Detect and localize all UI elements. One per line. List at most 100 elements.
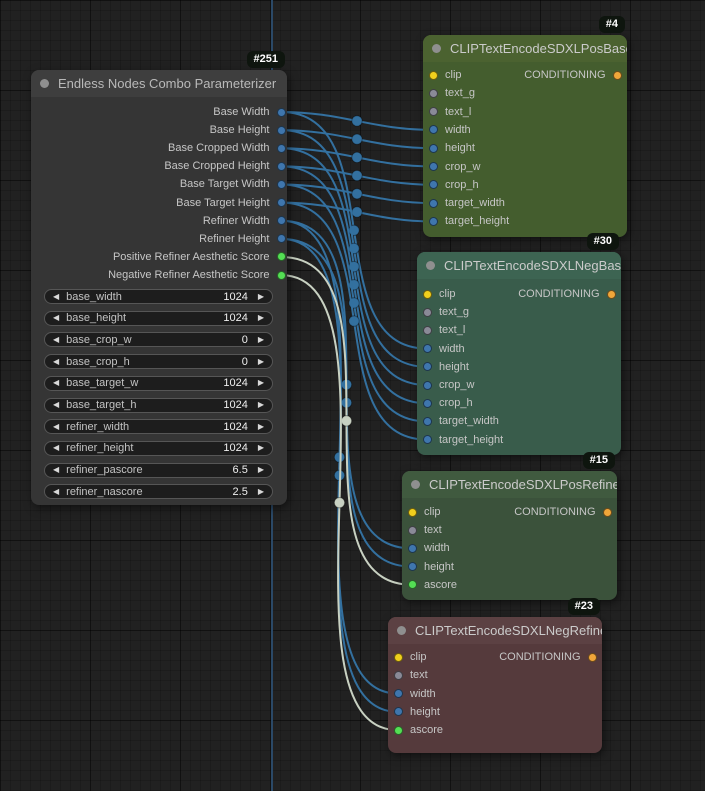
input-dot-width[interactable]: [394, 689, 403, 699]
input-dot-crop_h[interactable]: [423, 398, 432, 408]
decrement-arrow-icon[interactable]: ◀: [53, 443, 60, 453]
widget-base_target_w[interactable]: ◀ base_target_w 1024 ▶: [44, 375, 273, 391]
input-dot-height[interactable]: [423, 362, 432, 372]
input-dot-width[interactable]: [429, 125, 438, 135]
input-dot-target_height[interactable]: [423, 435, 432, 445]
input-dot-clip[interactable]: [423, 289, 432, 299]
widget-value[interactable]: 1024: [223, 399, 248, 411]
widget-refiner_height[interactable]: ◀ refiner_height 1024 ▶: [44, 440, 273, 456]
node-Endless Nodes Combo Parameterizer[interactable]: Endless Nodes Combo Parameterizer #251 Bas…: [31, 51, 287, 505]
increment-arrow-icon[interactable]: ▶: [257, 400, 264, 409]
output-dot-Base Target Width[interactable]: [276, 179, 286, 189]
node-CLIPTextEncodeSDXLNegBase[interactable]: CLIPTextEncodeSDXLNegBase #30 clip text_g te…: [417, 233, 621, 455]
input-dot-target_width[interactable]: [423, 416, 432, 426]
input-dot-width[interactable]: [423, 344, 432, 354]
input-dot-text[interactable]: [408, 525, 417, 535]
output-dot-CONDITIONING[interactable]: [606, 289, 616, 299]
decrement-arrow-icon[interactable]: ◀: [53, 465, 60, 475]
widget-value[interactable]: 0: [241, 333, 248, 346]
output-dot-Negative Refiner Aesthetic Score[interactable]: [276, 270, 286, 280]
increment-arrow-icon[interactable]: ▶: [257, 465, 264, 475]
node-CLIPTextEncodeSDXLPosRefiner[interactable]: CLIPTextEncodeSDXLPosRefiner #15 clip text w…: [402, 452, 617, 600]
widget-value[interactable]: 1024: [223, 312, 248, 325]
input-dot-text_g[interactable]: [423, 307, 432, 317]
input-dot-height[interactable]: [394, 707, 403, 717]
decrement-arrow-icon[interactable]: ◀: [53, 378, 60, 388]
input-dot-crop_h[interactable]: [429, 180, 438, 190]
output-dot-Base Width[interactable]: [276, 107, 286, 117]
input-dot-clip[interactable]: [408, 507, 417, 517]
widget-value[interactable]: 1024: [223, 442, 248, 455]
link-midpoint-dot[interactable]: [340, 415, 353, 427]
input-dot-target_width[interactable]: [429, 198, 438, 208]
input-dot-text[interactable]: [394, 670, 403, 680]
decrement-arrow-icon[interactable]: ◀: [53, 334, 60, 344]
output-dot-Base Target Height[interactable]: [276, 198, 286, 208]
widget-value[interactable]: 1024: [223, 377, 248, 390]
input-dot-clip[interactable]: [429, 70, 438, 80]
output-dot-CONDITIONING[interactable]: [612, 70, 622, 80]
collapse-dot-icon[interactable]: [40, 79, 49, 88]
collapse-dot-icon[interactable]: [397, 626, 406, 635]
input-dot-height[interactable]: [429, 143, 438, 153]
widget-base_width[interactable]: ◀ base_width 1024 ▶: [44, 289, 273, 304]
decrement-arrow-icon[interactable]: ◀: [53, 356, 60, 366]
decrement-arrow-icon[interactable]: ◀: [53, 486, 60, 496]
link-midpoint-dot[interactable]: [333, 496, 346, 509]
input-dot-clip[interactable]: [394, 652, 403, 662]
link-midpoint-dot[interactable]: [351, 115, 363, 127]
output-dot-CONDITIONING[interactable]: [602, 507, 612, 517]
widget-base_height[interactable]: ◀ base_height 1024 ▶: [44, 310, 273, 326]
collapse-dot-icon[interactable]: [432, 44, 441, 53]
output-dot-Base Cropped Height[interactable]: [276, 161, 286, 171]
collapse-dot-icon[interactable]: [426, 261, 435, 270]
widget-value[interactable]: 2.5: [232, 485, 248, 498]
widget-refiner_nascore[interactable]: ◀ refiner_nascore 2.5 ▶: [44, 484, 273, 500]
widget-value[interactable]: 1024: [223, 420, 248, 433]
increment-arrow-icon[interactable]: ▶: [257, 291, 264, 301]
decrement-arrow-icon[interactable]: ◀: [53, 421, 60, 431]
link-midpoint-dot[interactable]: [348, 315, 360, 327]
collapse-dot-icon[interactable]: [411, 480, 420, 489]
input-dot-text_l[interactable]: [429, 107, 438, 117]
output-dot-Base Height[interactable]: [276, 125, 286, 135]
link-midpoint-dot[interactable]: [351, 133, 363, 145]
decrement-arrow-icon[interactable]: ◀: [53, 291, 60, 301]
increment-arrow-icon[interactable]: ▶: [257, 378, 264, 388]
output-dot-Refiner Height[interactable]: [276, 234, 286, 244]
output-dot-Refiner Width[interactable]: [276, 216, 286, 226]
link-midpoint-dot[interactable]: [351, 206, 363, 218]
input-dot-ascore[interactable]: [408, 580, 417, 590]
output-dot-Base Cropped Width[interactable]: [276, 143, 286, 153]
increment-arrow-icon[interactable]: ▶: [257, 334, 264, 344]
widget-value[interactable]: 0: [241, 355, 248, 368]
decrement-arrow-icon[interactable]: ◀: [53, 400, 60, 409]
increment-arrow-icon[interactable]: ▶: [257, 443, 264, 453]
input-dot-crop_w[interactable]: [429, 162, 438, 171]
widget-refiner_width[interactable]: ◀ refiner_width 1024 ▶: [44, 419, 273, 435]
increment-arrow-icon[interactable]: ▶: [257, 313, 264, 323]
widget-value[interactable]: 1024: [223, 290, 248, 303]
output-dot-Positive Refiner Aesthetic Score[interactable]: [276, 252, 286, 262]
output-dot-CONDITIONING[interactable]: [587, 652, 597, 662]
decrement-arrow-icon[interactable]: ◀: [53, 313, 60, 323]
widget-value[interactable]: 6.5: [232, 464, 248, 477]
widget-refiner_pascore[interactable]: ◀ refiner_pascore 6.5 ▶: [44, 462, 273, 478]
increment-arrow-icon[interactable]: ▶: [257, 356, 264, 366]
input-dot-height[interactable]: [408, 562, 417, 572]
link-midpoint-dot[interactable]: [351, 188, 363, 200]
input-dot-ascore[interactable]: [394, 725, 403, 735]
widget-base_target_h[interactable]: ◀ base_target_h 1024 ▶: [44, 397, 273, 413]
widget-base_crop_h[interactable]: ◀ base_crop_h 0 ▶: [44, 354, 273, 370]
link-midpoint-dot[interactable]: [351, 151, 363, 164]
input-dot-text_g[interactable]: [429, 88, 438, 98]
increment-arrow-icon[interactable]: ▶: [257, 421, 264, 431]
node-CLIPTextEncodeSDXLNegRefiner[interactable]: CLIPTextEncodeSDXLNegRefiner #23 clip text w…: [388, 598, 602, 753]
widget-base_crop_w[interactable]: ◀ base_crop_w 0 ▶: [44, 332, 273, 348]
input-dot-crop_w[interactable]: [423, 380, 432, 390]
input-dot-text_l[interactable]: [423, 325, 432, 335]
increment-arrow-icon[interactable]: ▶: [257, 486, 264, 496]
node-CLIPTextEncodeSDXLPosBase[interactable]: CLIPTextEncodeSDXLPosBase #4 clip text_g tex…: [423, 16, 627, 237]
link-midpoint-dot[interactable]: [351, 169, 363, 182]
